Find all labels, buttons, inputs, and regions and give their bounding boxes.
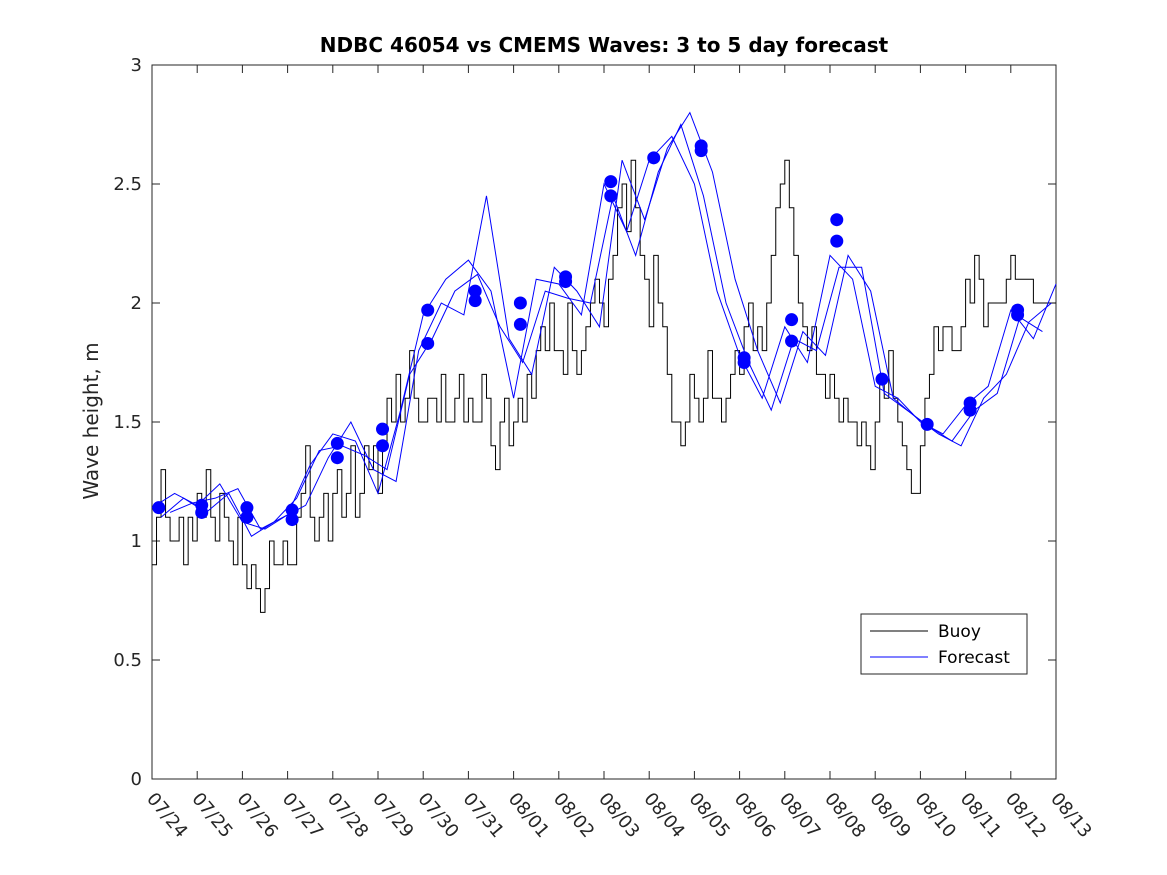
x-tick-label: 08/10 — [911, 789, 960, 842]
x-tick-label: 08/06 — [730, 789, 779, 842]
forecast-marker — [1011, 308, 1025, 322]
x-tick-label: 08/04 — [639, 789, 688, 842]
forecast-marker — [376, 439, 390, 453]
forecast-run-line-1 — [151, 135, 1057, 530]
y-tick-label: 0.5 — [113, 650, 142, 671]
forecast-marker — [785, 313, 799, 327]
forecast-marker — [468, 284, 482, 298]
series-layer — [151, 111, 1057, 613]
forecast-marker — [421, 303, 435, 317]
forecast-marker — [468, 294, 482, 308]
forecast-marker — [513, 296, 527, 310]
x-tick-label: 08/13 — [1046, 789, 1095, 842]
x-tick-label: 07/24 — [142, 789, 191, 842]
forecast-marker — [152, 501, 166, 515]
x-tick-label: 07/29 — [368, 789, 417, 842]
x-tick-label: 08/12 — [1001, 789, 1050, 842]
forecast-marker — [195, 505, 209, 519]
forecast-run-line-3 — [169, 111, 1052, 530]
x-tick-label: 08/09 — [865, 789, 914, 842]
y-axis-label: Wave height, m — [79, 342, 103, 499]
y-tick-label: 3 — [131, 55, 142, 76]
forecast-marker — [421, 336, 435, 350]
legend-box — [860, 613, 1028, 675]
forecast-marker — [330, 436, 344, 450]
forecast-marker — [647, 151, 661, 165]
x-tick-label: 07/28 — [323, 789, 372, 842]
y-tick-label: 0 — [131, 769, 142, 790]
forecast-marker — [785, 334, 799, 348]
x-tick-label: 07/30 — [413, 789, 462, 842]
y-tick-label: 2.5 — [113, 174, 142, 195]
forecast-marker — [376, 422, 390, 436]
forecast-marker — [963, 403, 977, 417]
forecast-marker — [285, 513, 299, 527]
x-tick-label: 07/26 — [233, 789, 282, 842]
forecast-marker — [737, 356, 751, 369]
plot-area: 00.511.522.53 07/2407/2507/2607/2707/280… — [113, 55, 1095, 842]
forecast-marker — [513, 317, 527, 331]
x-tick-label: 08/02 — [549, 789, 598, 842]
forecast-run-line-2 — [160, 123, 1043, 537]
x-tick-label: 07/31 — [459, 789, 508, 842]
forecast-marker — [240, 501, 254, 515]
forecast-marker — [830, 213, 844, 227]
y-ticks: 0 0.5 1 1.5 2 2.5 3 — [113, 55, 1056, 790]
legend-buoy-label: Buoy — [938, 622, 981, 642]
x-tick-label: 08/03 — [594, 789, 643, 842]
forecast-marker — [285, 503, 299, 517]
y-tick-label: 2 — [131, 293, 142, 314]
x-tick-label: 08/07 — [775, 789, 824, 842]
forecast-marker — [694, 144, 708, 158]
forecast-marker — [240, 510, 254, 524]
forecast-marker — [559, 275, 573, 289]
y-tick-label: 1.5 — [113, 412, 142, 433]
x-tick-label: 08/05 — [685, 789, 734, 842]
x-tick-label: 07/25 — [187, 789, 236, 842]
forecast-marker — [330, 451, 344, 465]
forecast-marker — [830, 234, 844, 248]
x-tick-label: 07/27 — [278, 789, 327, 842]
chart-title: NDBC 46054 vs CMEMS Waves: 3 to 5 day fo… — [320, 33, 889, 57]
x-tick-label: 08/11 — [956, 789, 1005, 842]
legend: Buoy Forecast — [860, 613, 1028, 675]
y-tick-label: 1 — [131, 531, 142, 552]
forecast-marker — [875, 372, 889, 386]
forecast-marker — [604, 175, 618, 189]
buoy-series-line — [152, 159, 1056, 613]
forecast-marker — [920, 417, 934, 431]
legend-forecast-label: Forecast — [938, 648, 1010, 668]
x-tick-label: 08/01 — [504, 789, 553, 842]
x-tick-label: 08/08 — [820, 789, 869, 842]
forecast-marker — [604, 189, 618, 203]
